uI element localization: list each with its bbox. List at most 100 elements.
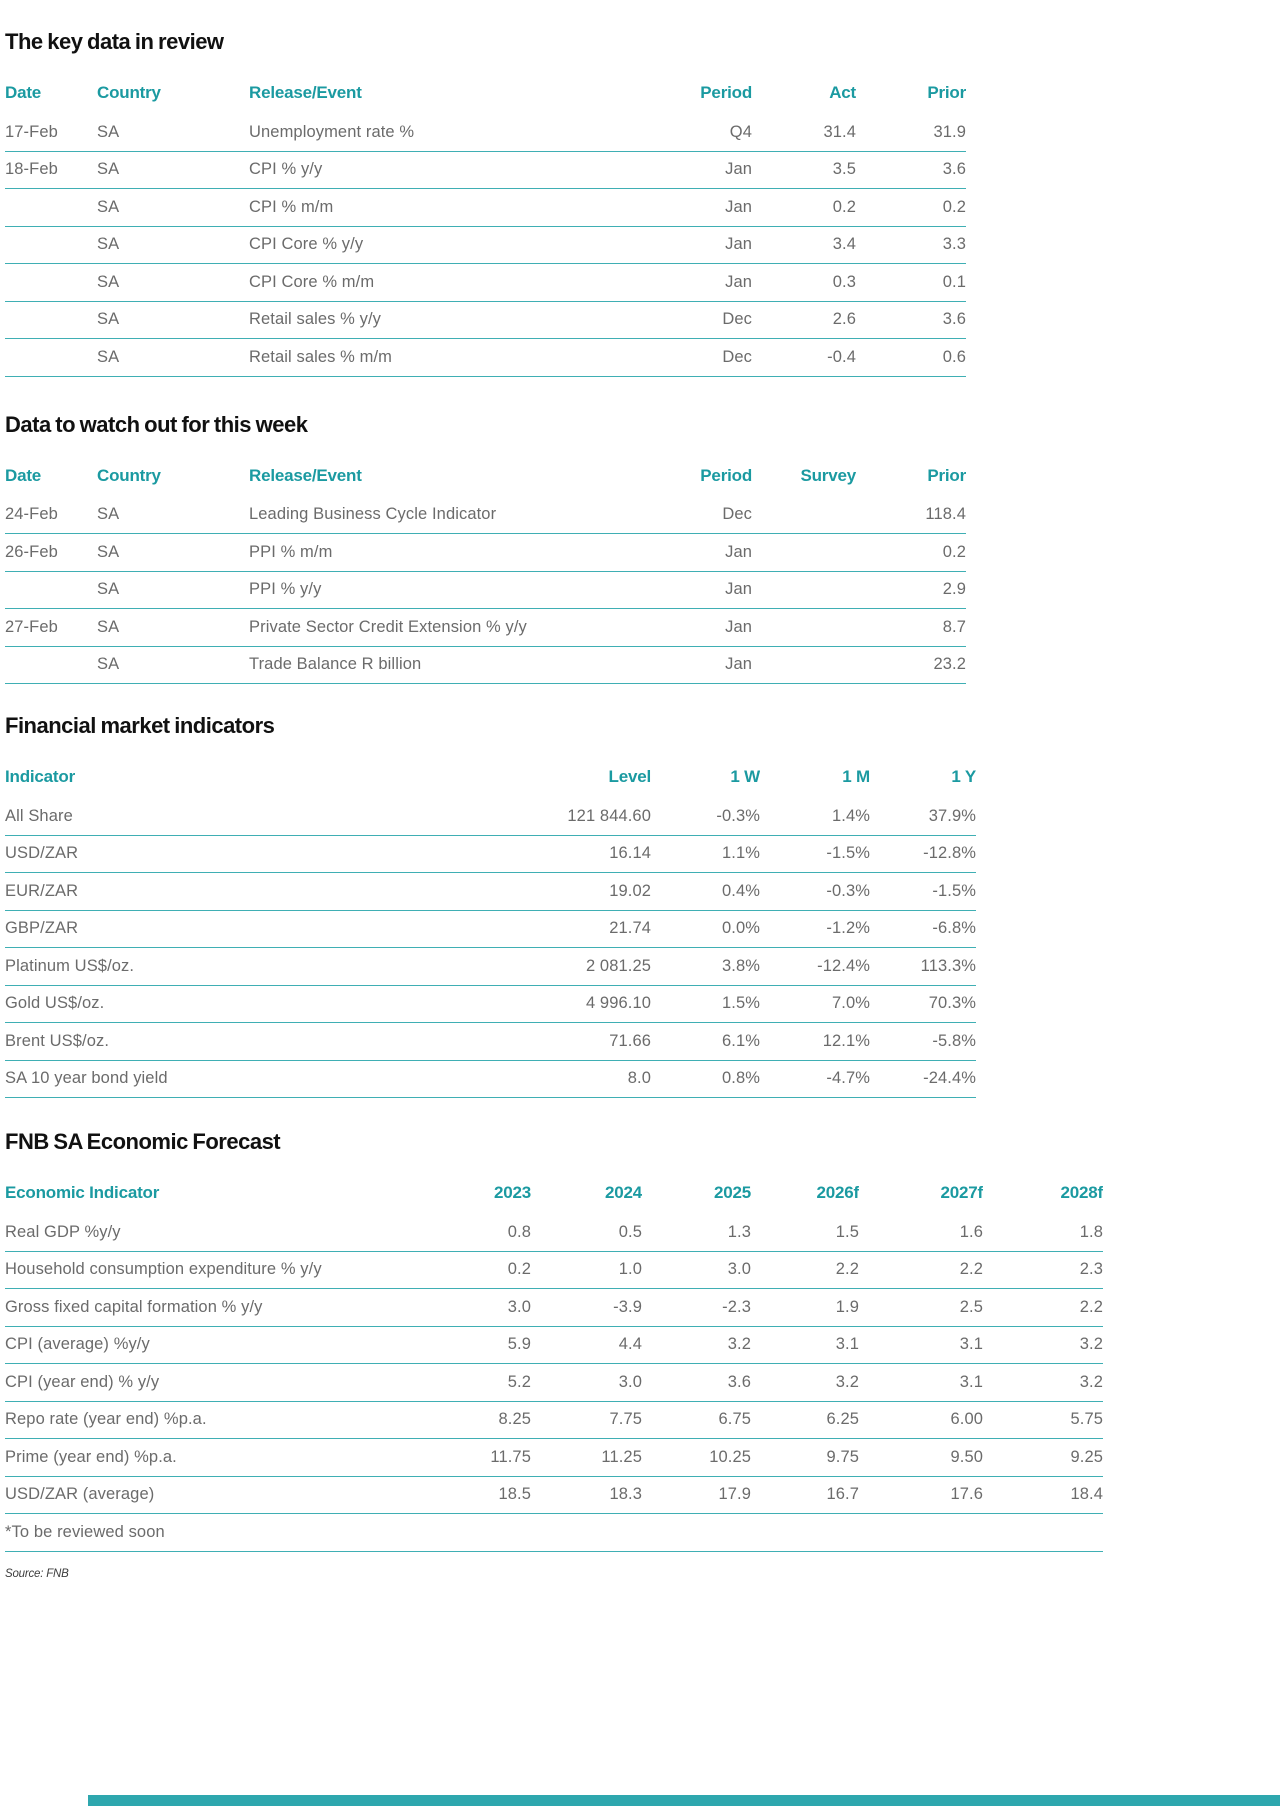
cell: SA — [97, 496, 249, 534]
cell: Jan — [632, 646, 752, 684]
cell: 2.9 — [856, 571, 966, 609]
cell: -1.2% — [760, 910, 870, 948]
cell: 10.25 — [642, 1438, 751, 1477]
cell — [752, 533, 856, 572]
cell: 31.9 — [856, 114, 966, 152]
table-row: SA Retail sales % y/y Dec 2.6 3.6 — [5, 301, 966, 339]
table-row: SA CPI Core % m/m Jan 0.3 0.1 — [5, 263, 966, 302]
cell — [752, 608, 856, 647]
cell: 0.8% — [651, 1060, 760, 1098]
section-title-economic-forecast: FNB SA Economic Forecast — [5, 1129, 281, 1154]
cell: 3.0 — [642, 1251, 751, 1289]
cell: Private Sector Credit Extension % y/y — [249, 608, 632, 647]
cell: EUR/ZAR — [5, 872, 531, 911]
column-header: Release/Event — [249, 83, 362, 102]
cell: 27-Feb — [5, 608, 97, 647]
header-row: Date Country Release/Event Period Survey Prio… — [5, 449, 966, 497]
table-row: SA PPI % y/y Jan 2.9 — [5, 571, 966, 609]
cell: Jan — [632, 571, 752, 609]
table-row: Platinum US$/oz. 2 081.25 3.8% -12.4% 113.3% — [5, 947, 976, 986]
table-row: Gross fixed capital formation % y/y 3.0 -3… — [5, 1288, 1103, 1327]
market-indicators-table: Indicator Level 1 W 1 M 1 Y All Share 121 844.… — [5, 750, 976, 1098]
cell: 12.1% — [760, 1022, 870, 1061]
cell: SA — [97, 188, 249, 227]
cell: 118.4 — [856, 496, 966, 534]
cell: 6.25 — [751, 1401, 859, 1439]
section-title-key-data: The key data in review — [5, 29, 224, 54]
cell: -5.8% — [870, 1022, 976, 1061]
column-header: 2027f — [940, 1183, 983, 1202]
table-row: SA Retail sales % m/m Dec -0.4 0.6 — [5, 338, 966, 377]
cell: 2 081.25 — [531, 947, 651, 986]
column-header: 2024 — [604, 1183, 642, 1202]
cell: 1.4% — [760, 798, 870, 836]
cell: 3.0 — [531, 1363, 642, 1402]
table-row: SA 10 year bond yield 8.0 0.8% -4.7% -24.4% — [5, 1060, 976, 1098]
cell: Jan — [632, 188, 752, 227]
column-header: Date — [5, 83, 42, 102]
cell: Jan — [632, 226, 752, 264]
cell — [5, 646, 97, 684]
cell: 9.25 — [983, 1438, 1103, 1477]
cell: SA — [97, 226, 249, 264]
cell: 1.3 — [642, 1214, 751, 1252]
section-title-market-indicators: Financial market indicators — [5, 713, 275, 738]
cell: 121 844.60 — [531, 798, 651, 836]
cell: 3.2 — [751, 1363, 859, 1402]
column-header: Date — [5, 465, 42, 485]
cell: 9.50 — [859, 1438, 983, 1477]
cell: 113.3% — [870, 947, 976, 986]
table-row: Prime (year end) %p.a. 11.75 11.25 10.25 9.7… — [5, 1438, 1103, 1477]
cell: Repo rate (year end) %p.a. — [5, 1401, 420, 1439]
cell: 2.2 — [983, 1288, 1103, 1327]
cell: Trade Balance R billion — [249, 646, 632, 684]
cell: 7.75 — [531, 1401, 642, 1439]
table-row: 18-Feb SA CPI % y/y Jan 3.5 3.6 — [5, 151, 966, 189]
cell: CPI % y/y — [249, 151, 632, 189]
table-row: Real GDP %y/y 0.8 0.5 1.3 1.5 1.6 1.8 — [5, 1214, 1103, 1252]
cell: CPI (year end) % y/y — [5, 1363, 420, 1402]
cell: 3.3 — [856, 226, 966, 264]
cell: 2.3 — [983, 1251, 1103, 1289]
cell: 1.5% — [651, 985, 760, 1023]
column-header: Economic Indicator — [5, 1183, 160, 1202]
cell: 21.74 — [531, 910, 651, 948]
cell: 8.25 — [420, 1401, 531, 1439]
cell: -1.5% — [760, 835, 870, 873]
table-row: SA CPI % m/m Jan 0.2 0.2 — [5, 188, 966, 227]
header-row: Indicator Level 1 W 1 M 1 Y — [5, 750, 976, 798]
cell: SA — [97, 571, 249, 609]
cell: 0.5 — [531, 1214, 642, 1252]
table-row: 26-Feb SA PPI % m/m Jan 0.2 — [5, 533, 966, 572]
cell: 26-Feb — [5, 533, 97, 572]
table-row: CPI (year end) % y/y 5.2 3.0 3.6 3.2 3.1 3.2 — [5, 1363, 1103, 1402]
cell: 5.2 — [420, 1363, 531, 1402]
cell: Brent US$/oz. — [5, 1022, 531, 1061]
table-row: Household consumption expenditure % y/y 0… — [5, 1251, 1103, 1289]
column-header: 2025 — [713, 1183, 751, 1202]
cell: 2.2 — [859, 1251, 983, 1289]
cell: Dec — [632, 301, 752, 339]
cell — [752, 496, 856, 534]
cell: -1.5% — [870, 872, 976, 911]
cell: 3.4 — [752, 226, 856, 264]
table-row: SA Trade Balance R billion Jan 23.2 — [5, 646, 966, 684]
cell: SA — [97, 646, 249, 684]
cell: -12.8% — [870, 835, 976, 873]
footer-accent-bar — [88, 1795, 1280, 1806]
cell: 9.75 — [751, 1438, 859, 1477]
cell: Jan — [632, 533, 752, 572]
cell — [5, 263, 97, 302]
cell: 7.0% — [760, 985, 870, 1023]
cell: 2.5 — [859, 1288, 983, 1327]
cell — [5, 301, 97, 339]
cell: 5.75 — [983, 1401, 1103, 1439]
section-key-data: The key data in review Date Country Releas… — [5, 30, 1280, 377]
cell: Jan — [632, 608, 752, 647]
cell: PPI % y/y — [249, 571, 632, 609]
cell: SA — [97, 338, 249, 377]
cell: 8.7 — [856, 608, 966, 647]
cell: Leading Business Cycle Indicator — [249, 496, 632, 534]
footnote-row: *To be reviewed soon — [5, 1513, 1103, 1552]
